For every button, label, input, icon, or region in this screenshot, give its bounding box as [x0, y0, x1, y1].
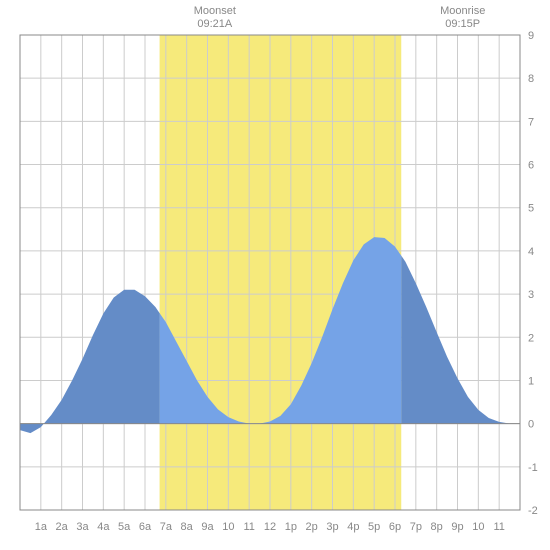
y-tick-label: -2	[528, 505, 538, 517]
x-tick-label: 4a	[97, 521, 110, 533]
y-tick-label: 5	[528, 203, 534, 215]
x-tick-label: 5a	[118, 521, 131, 533]
x-tick-label: 10	[222, 521, 234, 533]
x-tick-label: 6p	[389, 521, 401, 533]
x-tick-label: 1a	[35, 521, 48, 533]
x-tick-label: 2p	[306, 521, 318, 533]
x-tick-label: 9p	[451, 521, 463, 533]
moonset-title: Moonset	[194, 5, 236, 17]
x-tick-label: 3a	[76, 521, 89, 533]
y-tick-label: -1	[528, 462, 538, 474]
x-tick-label: 11	[243, 521, 254, 533]
x-tick-label: 4p	[347, 521, 359, 533]
moonrise-title: Moonrise	[440, 5, 485, 17]
x-tick-label: 7p	[410, 521, 422, 533]
chart-svg: -2-101234567891a2a3a4a5a6a7a8a9a1011121p…	[0, 0, 550, 550]
y-tick-label: 1	[528, 375, 534, 387]
x-tick-label: 11	[493, 521, 504, 533]
y-tick-label: 6	[528, 160, 534, 172]
moonset-value: 09:21A	[197, 18, 233, 30]
x-tick-label: 8a	[181, 521, 194, 533]
moonrise-value: 09:15P	[445, 18, 480, 30]
tide-chart: -2-101234567891a2a3a4a5a6a7a8a9a1011121p…	[0, 0, 550, 550]
x-tick-label: 6a	[139, 521, 152, 533]
x-tick-label: 2a	[56, 521, 69, 533]
y-tick-label: 7	[528, 116, 534, 128]
y-tick-label: 3	[528, 289, 534, 301]
x-tick-label: 3p	[326, 521, 338, 533]
y-tick-label: 0	[528, 419, 534, 431]
y-tick-label: 8	[528, 73, 534, 85]
y-tick-label: 9	[528, 30, 534, 42]
x-tick-label: 10	[472, 521, 484, 533]
x-tick-label: 1p	[285, 521, 297, 533]
x-tick-label: 7a	[160, 521, 173, 533]
x-tick-label: 12	[264, 521, 276, 533]
x-tick-label: 8p	[431, 521, 443, 533]
x-tick-label: 5p	[368, 521, 380, 533]
y-tick-label: 4	[528, 246, 534, 258]
y-tick-label: 2	[528, 332, 534, 344]
x-tick-label: 9a	[201, 521, 214, 533]
